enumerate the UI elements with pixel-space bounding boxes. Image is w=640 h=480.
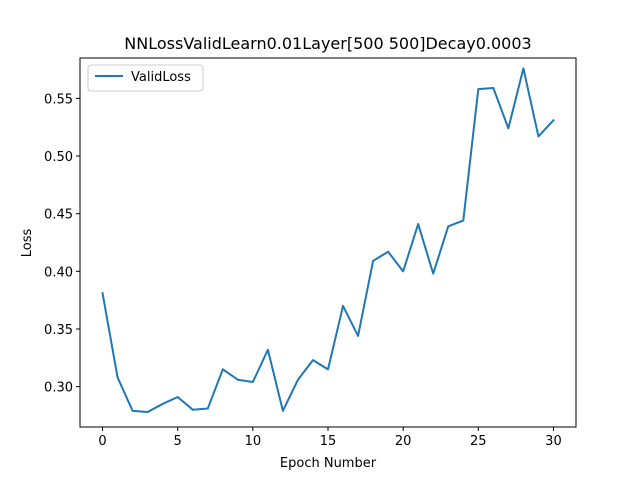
y-tick-label: 0.40 (44, 265, 73, 280)
y-axis-label: Loss (20, 229, 35, 258)
x-tick-label: 0 (98, 434, 106, 449)
legend-label-validloss: ValidLoss (131, 70, 191, 85)
y-tick-label: 0.50 (44, 150, 73, 165)
x-tick-label: 5 (174, 434, 182, 449)
plot-frame (79, 57, 577, 428)
x-tick-label: 25 (470, 434, 487, 449)
x-tick-label: 20 (395, 434, 412, 449)
plot-area (80, 58, 576, 427)
x-tick-label: 15 (320, 434, 337, 449)
x-tick-label: 10 (245, 434, 262, 449)
y-axis-ticks: 0.30 0.35 0.40 0.45 0.50 0.55 (44, 92, 80, 396)
legend: ValidLoss (87, 64, 204, 92)
x-axis-ticks: 0 5 10 15 20 25 30 (98, 427, 562, 449)
series-layer (101, 67, 555, 414)
legend-box (87, 64, 204, 92)
y-tick-label: 0.55 (44, 92, 73, 107)
y-tick-label: 0.35 (44, 323, 73, 338)
x-tick-label: 30 (545, 434, 562, 449)
x-axis-label: Epoch Number (280, 456, 377, 471)
y-tick-label: 0.45 (44, 208, 73, 223)
y-tick-label: 0.30 (44, 381, 73, 396)
chart-title: NNLossValidLearn0.01Layer[500 500]Decay0… (124, 34, 531, 53)
